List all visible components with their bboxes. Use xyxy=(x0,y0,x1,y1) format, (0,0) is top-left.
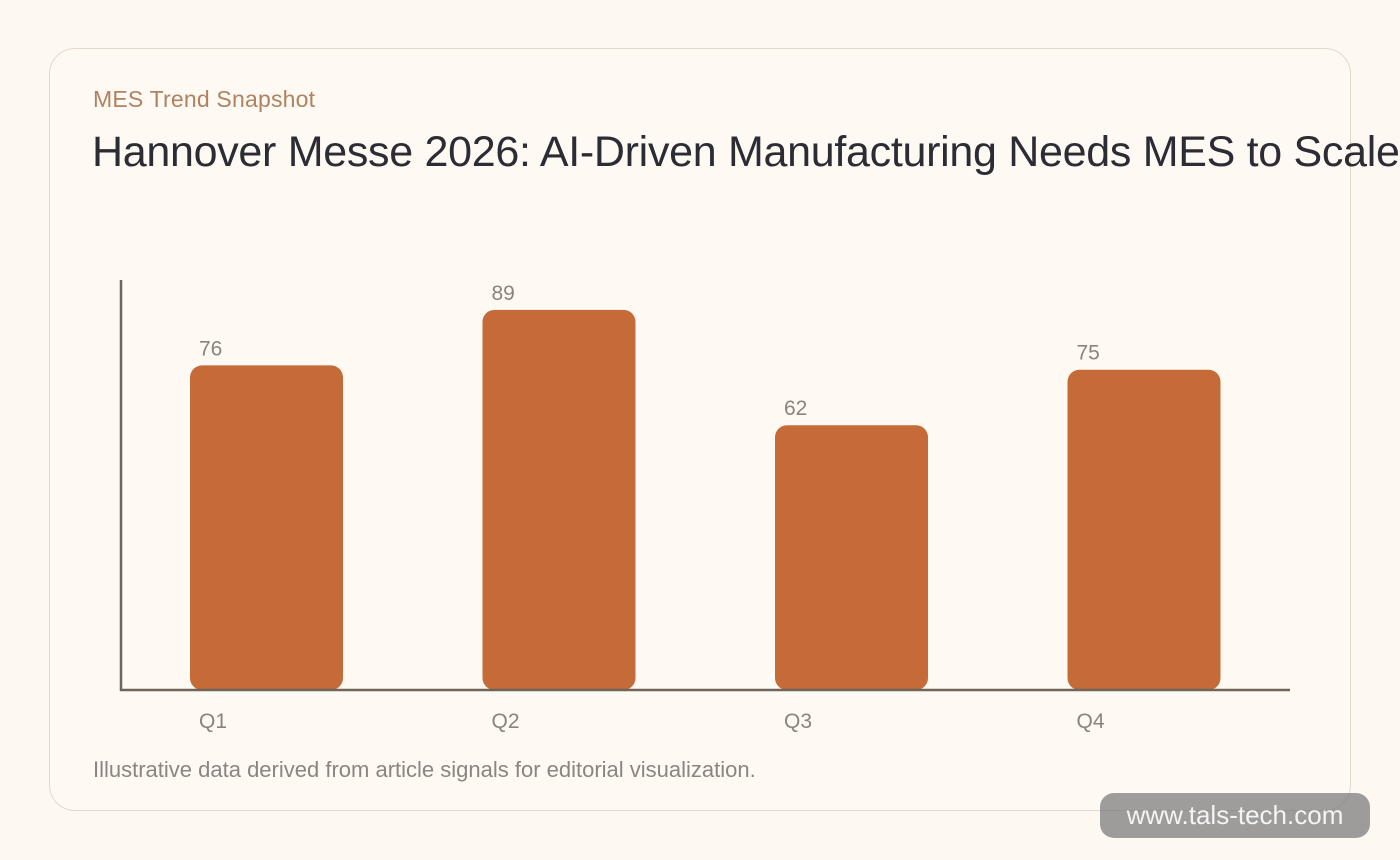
bar-q4 xyxy=(1067,369,1221,690)
x-tick-label-q1: Q1 xyxy=(199,710,227,733)
bar-q1 xyxy=(190,365,343,690)
watermark-badge: www.tals-tech.com xyxy=(1100,793,1370,838)
chart-title: Hannover Messe 2026: AI-Driven Manufactu… xyxy=(92,128,1400,176)
bar-q2 xyxy=(482,309,636,690)
chart-footnote: Illustrative data derived from article s… xyxy=(93,757,756,782)
chart-kicker: MES Trend Snapshot xyxy=(93,86,316,112)
x-tick-label-q4: Q4 xyxy=(1077,710,1105,733)
data-label-q1: 76 xyxy=(199,337,222,360)
bar-q3 xyxy=(775,425,928,690)
x-tick-label-q3: Q3 xyxy=(784,710,812,733)
data-label-q2: 89 xyxy=(492,282,515,305)
x-tick-label-q2: Q2 xyxy=(492,710,520,733)
data-label-q4: 75 xyxy=(1077,342,1100,365)
data-label-q3: 62 xyxy=(784,397,807,420)
